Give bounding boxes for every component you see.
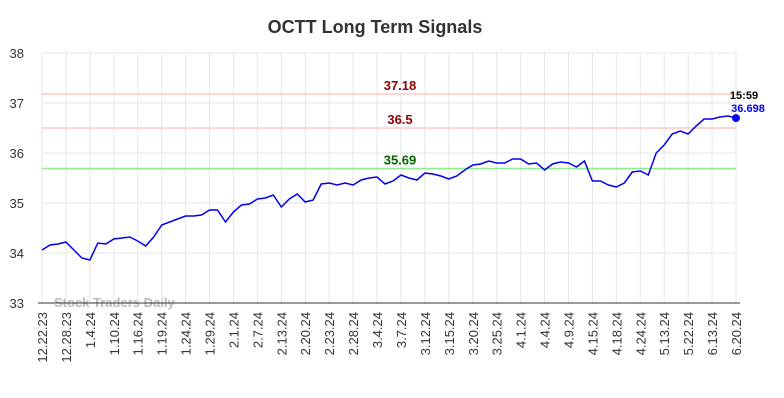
- y-tick-label: 34: [10, 246, 24, 261]
- x-tick-label: 4.4.24: [538, 312, 553, 348]
- x-tick-label: 2.13.24: [274, 312, 289, 355]
- x-tick-label: 2.7.24: [250, 312, 265, 348]
- x-tick-label: 4.1.24: [514, 312, 529, 348]
- y-tick-label: 37: [10, 96, 24, 111]
- x-tick-label: 2.28.24: [346, 312, 361, 355]
- last-value: 36.698: [731, 103, 765, 115]
- x-tick-label: 4.24.24: [633, 312, 648, 355]
- x-tick-label: 3.15.24: [442, 312, 457, 355]
- chart-title: OCTT Long Term Signals: [268, 17, 483, 37]
- y-tick-label: 38: [10, 46, 24, 61]
- x-tick-label: 1.16.24: [131, 312, 146, 355]
- x-tick-label: 3.20.24: [466, 312, 481, 355]
- x-tick-label: 3.7.24: [394, 312, 409, 348]
- x-tick-label: 1.19.24: [155, 312, 170, 355]
- x-tick-label: 2.20.24: [298, 312, 313, 355]
- x-tick-label: 2.1.24: [226, 312, 241, 348]
- x-tick-label: 4.18.24: [609, 312, 624, 355]
- x-tick-label: 4.9.24: [561, 312, 576, 348]
- x-tick-label: 12.28.23: [59, 312, 74, 363]
- x-tick-label: 1.29.24: [203, 312, 218, 355]
- reference-label: 35.69: [384, 153, 417, 168]
- x-tick-label: 1.10.24: [107, 312, 122, 355]
- x-tick-label: 12.22.23: [35, 312, 50, 363]
- x-tick-label: 3.12.24: [418, 312, 433, 355]
- x-tick-label: 6.20.24: [729, 312, 744, 355]
- x-tick-label: 5.13.24: [657, 312, 672, 355]
- reference-label: 36.5: [387, 112, 412, 127]
- y-tick-label: 35: [10, 196, 24, 211]
- x-tick-label: 4.15.24: [585, 312, 600, 355]
- x-tick-label: 6.13.24: [705, 312, 720, 355]
- x-tick-label: 3.4.24: [370, 312, 385, 348]
- x-tick-label: 1.24.24: [179, 312, 194, 355]
- price-line: [41, 115, 737, 261]
- x-tick-label: 5.22.24: [681, 312, 696, 355]
- y-tick-label: 36: [10, 146, 24, 161]
- y-tick-label: 33: [10, 296, 24, 311]
- last-time: 15:59: [730, 90, 758, 102]
- x-tick-label: 3.25.24: [490, 312, 505, 355]
- x-tick-label: 1.4.24: [83, 312, 98, 348]
- reference-label: 37.18: [384, 78, 417, 93]
- x-tick-label: 2.23.24: [322, 312, 337, 355]
- last-point: [732, 114, 740, 123]
